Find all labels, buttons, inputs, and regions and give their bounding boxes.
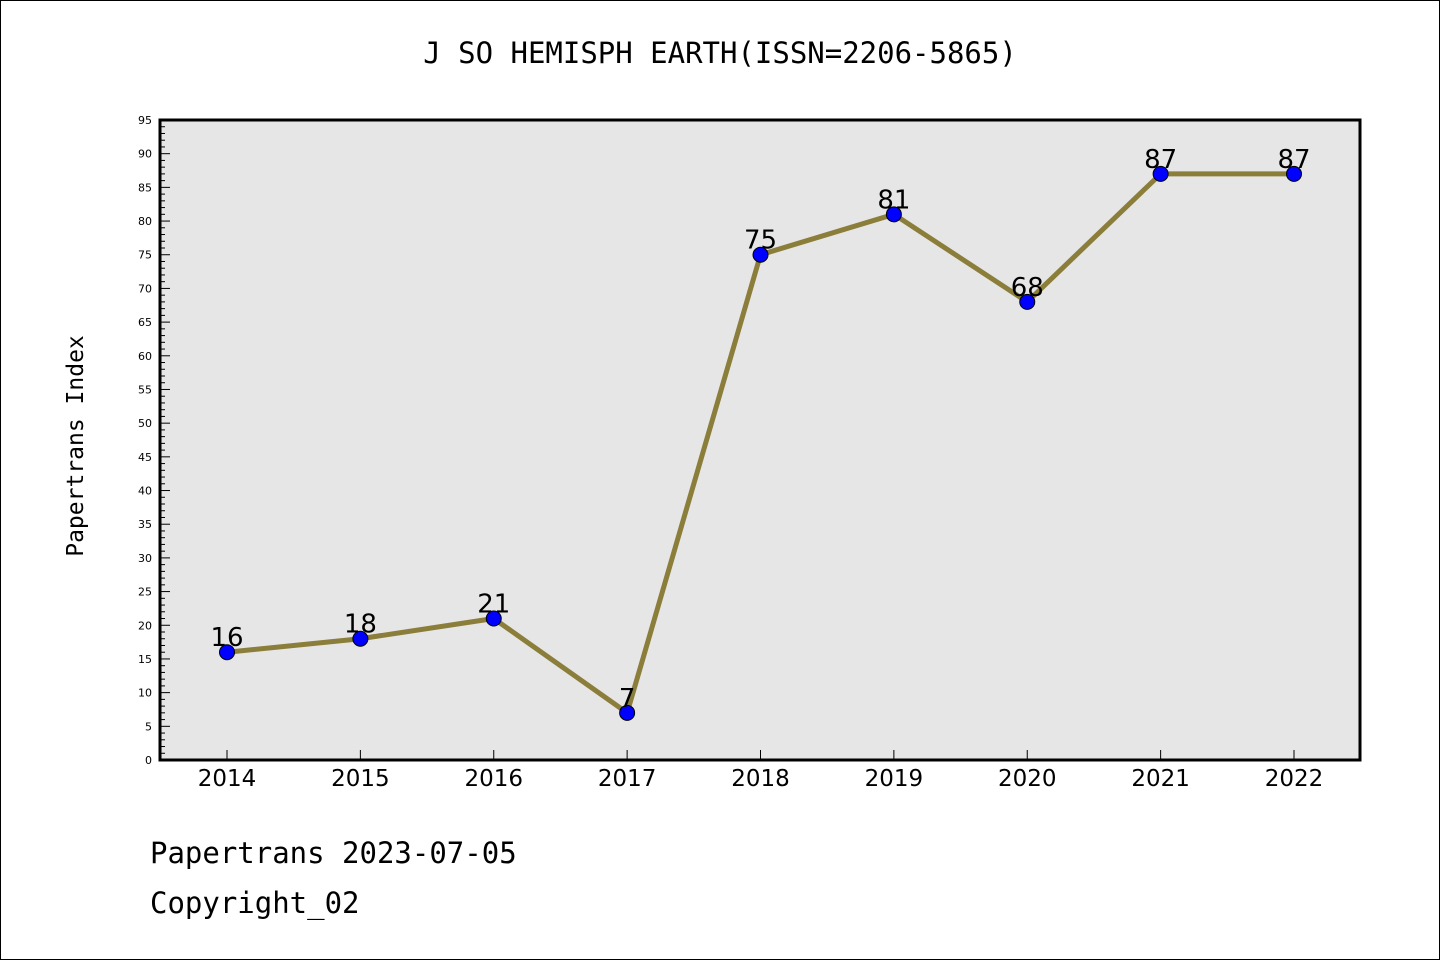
y-tick-label: 10 (138, 687, 152, 700)
y-tick-label: 45 (138, 451, 152, 464)
x-tick-label: 2021 (1131, 766, 1190, 792)
data-label: 75 (744, 226, 777, 256)
x-tick-label: 2018 (731, 766, 790, 792)
data-point (619, 704, 636, 721)
data-point (485, 610, 502, 627)
data-label: 68 (1011, 273, 1044, 303)
series-markers (219, 165, 1302, 721)
x-tick-label: 2015 (331, 766, 390, 792)
y-tick-label: 35 (138, 518, 152, 531)
x-tick-label: 2022 (1265, 766, 1324, 792)
plot-area (158, 118, 1362, 762)
y-tick-label: 20 (138, 619, 152, 632)
y-tick-label: 50 (138, 417, 152, 430)
y-tick-label: 15 (138, 653, 152, 666)
y-tick-label: 0 (145, 754, 152, 767)
data-point (1286, 165, 1302, 182)
y-tick-label: 70 (138, 282, 152, 295)
data-label: 87 (1144, 145, 1177, 175)
data-point (1152, 165, 1169, 182)
y-tick-label: 90 (138, 148, 152, 161)
footer-date: Papertrans 2023-07-05 (150, 836, 517, 870)
y-tick-label: 80 (138, 215, 152, 228)
y-tick-label: 30 (138, 552, 152, 565)
data-label: 21 (477, 590, 510, 620)
data-label: 7 (619, 684, 636, 714)
data-label: 16 (210, 623, 243, 653)
x-tick-label: 2020 (998, 766, 1057, 792)
data-point (352, 630, 369, 647)
y-tick-label: 65 (138, 316, 152, 329)
x-tick-label: 2019 (865, 766, 924, 792)
y-tick-label: 5 (145, 720, 152, 733)
data-label: 87 (1277, 145, 1310, 175)
footer-copyright: Copyright_02 (150, 886, 360, 920)
x-tick-label: 2016 (464, 766, 523, 792)
y-tick-label: 75 (138, 249, 152, 262)
data-labels: 16 18 21 7 75 81 68 87 87 (210, 145, 1310, 714)
y-tick-label: 60 (138, 350, 152, 363)
x-axis-ticks: 2014 2015 2016 2017 2018 2019 2020 2021 2022 (198, 750, 1324, 792)
data-point (752, 246, 769, 263)
y-tick-label: 85 (138, 181, 152, 194)
x-tick-label: 2014 (198, 766, 257, 792)
y-tick-label: 95 (138, 114, 152, 127)
data-point (219, 644, 235, 661)
chart-title: J SO HEMISPH EARTH(ISSN=2206-5865) (423, 36, 1017, 70)
y-tick-label: 55 (138, 383, 152, 396)
x-tick-label: 2017 (598, 766, 657, 792)
y-tick-label: 25 (138, 586, 152, 599)
data-point (1019, 293, 1036, 310)
data-label: 81 (877, 185, 910, 215)
y-tick-label: 40 (138, 485, 152, 498)
data-point (885, 206, 902, 223)
data-label: 18 (344, 610, 377, 640)
y-axis-ticks: 0 5 10 15 20 25 30 35 40 45 50 55 60 65 70 75 80 85 90 95 (138, 114, 170, 767)
